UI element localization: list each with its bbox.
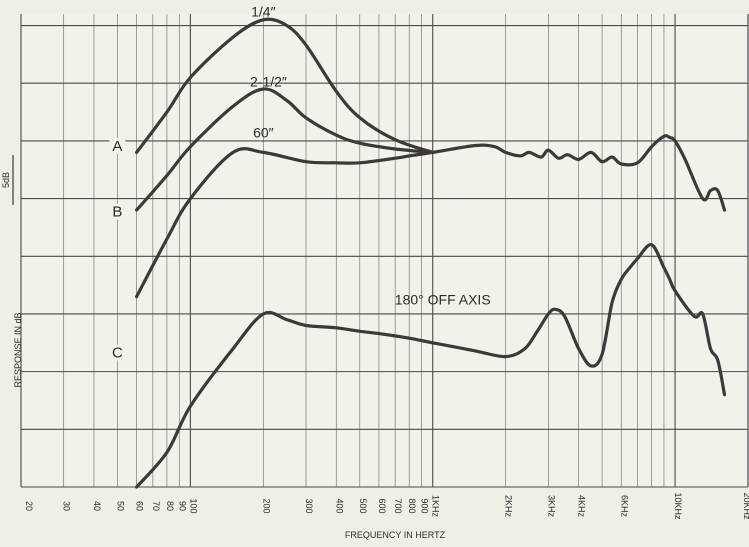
- x-tick-label: 900: [420, 498, 430, 513]
- curve-letter-b: B: [112, 204, 122, 221]
- annotation-2: 2-1/2″: [250, 74, 287, 90]
- curve-labels: A B C 1/4″ 2-1/2″ 60″ 180° OFF AXIS: [109, 3, 491, 361]
- x-axis-title: FREQUENCY IN HERTZ: [345, 530, 446, 540]
- series-line-1: [135, 17, 435, 154]
- annotation-3: 60″: [253, 124, 274, 140]
- x-tick-label: 800: [407, 498, 417, 513]
- x-tick-label: 30: [62, 501, 72, 511]
- x-tick-label: 20: [24, 501, 34, 511]
- curve-letter-bg: [109, 137, 126, 154]
- grid: [20, 14, 749, 488]
- curve-letter-bg: [109, 344, 126, 361]
- y-axis-title: RESPONSE IN dB: [13, 312, 23, 387]
- x-tick-label: 6KHz: [619, 495, 629, 518]
- x-tick-label: 600: [377, 498, 387, 513]
- x-tick-label: 2KHz: [504, 495, 514, 518]
- x-tick-label: 700: [393, 498, 403, 513]
- x-tick-label: 500: [358, 498, 368, 513]
- x-tick-labels: 20 30 40 50 60 70 80 90 100 200 300 400 500 600 700 800…: [24, 492, 749, 520]
- curve-letter-c: C: [112, 344, 123, 361]
- series-line-3: [135, 134, 727, 299]
- x-tick-label: 1KHz: [431, 495, 441, 518]
- curve-letter-a: A: [112, 138, 122, 155]
- x-tick-label: 90: [177, 501, 187, 511]
- x-tick-label: 60: [135, 501, 145, 511]
- plot-area: [21, 14, 748, 487]
- series-line-2: [135, 87, 435, 212]
- x-tick-label: 50: [115, 501, 125, 511]
- x-tick-label: 100: [188, 498, 198, 513]
- x-tick-label: 200: [261, 498, 271, 513]
- x-tick-label: 10KHz: [673, 492, 683, 520]
- x-tick-label: 3KHz: [546, 495, 556, 518]
- x-tick-label: 300: [304, 498, 314, 513]
- x-tick-label: 70: [151, 501, 161, 511]
- annotation-4: 180° OFF AXIS: [395, 292, 491, 308]
- x-tick-label: 80: [165, 501, 175, 511]
- scale-label: 5dB: [1, 172, 11, 188]
- series-line-4: [135, 243, 727, 489]
- x-tick-label: 40: [92, 501, 102, 511]
- x-tick-label: 4KHz: [577, 495, 587, 518]
- x-tick-label: 20KHz: [742, 492, 749, 520]
- curve-letter-bg: [109, 203, 126, 220]
- x-tick-label: 400: [334, 498, 344, 513]
- annotation-1: 1/4″: [251, 3, 275, 19]
- response-curves: [135, 17, 727, 489]
